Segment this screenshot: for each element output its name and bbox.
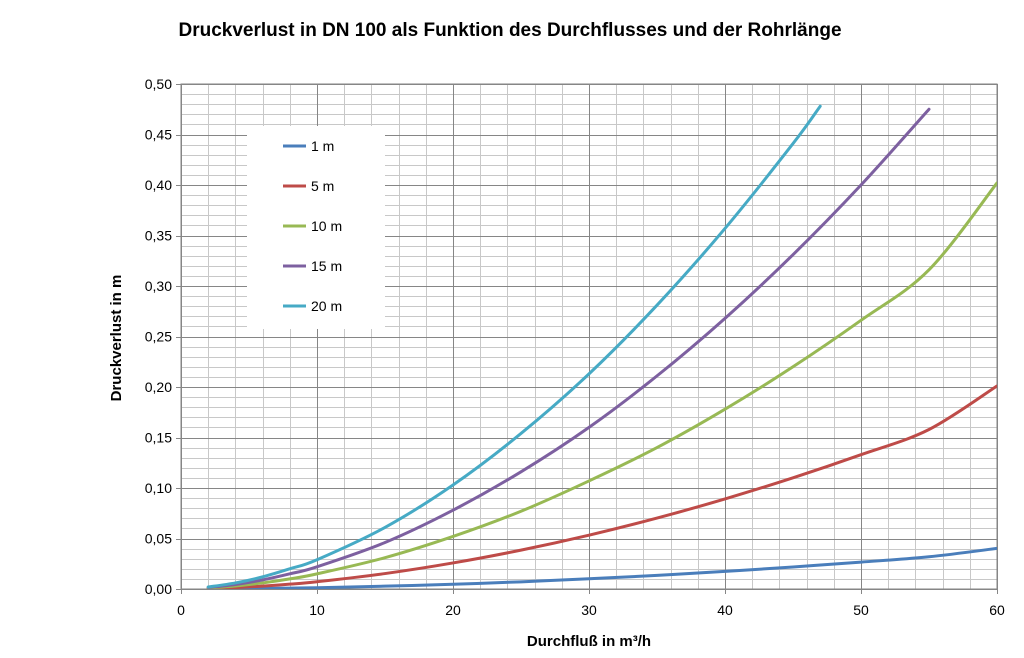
y-axis-title: Druckverlust in m (108, 275, 125, 402)
series-line (206, 104, 822, 589)
y-axis-ticks: 0,00 0,05 0,10 0,15 0,20 0,25 0,30 0,35 0,40 0,45… (145, 76, 181, 597)
series-line (206, 181, 997, 589)
x-tick-label: 10 (309, 602, 325, 618)
legend-label: 1 m (311, 138, 334, 154)
y-tick-label: 0,30 (145, 278, 172, 294)
series-line (206, 107, 931, 589)
y-tick-label: 0,25 (145, 329, 172, 345)
y-tick-label: 0,05 (145, 531, 172, 547)
y-tick-label: 0,15 (145, 430, 172, 446)
legend-label: 5 m (311, 178, 334, 194)
y-tick-label: 0,40 (145, 177, 172, 193)
legend-label: 15 m (311, 258, 342, 274)
legend: 1 m 5 m 10 m 15 m 20 m (247, 126, 385, 329)
x-axis-title: Durchfluß in m³/h (527, 633, 651, 650)
y-tick-label: 0,20 (145, 379, 172, 395)
chart-title: Druckverlust in DN 100 als Funktion des … (178, 20, 841, 41)
legend-label: 20 m (311, 298, 342, 314)
x-axis-ticks: 0 10 20 30 40 50 60 (177, 589, 1005, 618)
x-tick-label: 60 (989, 602, 1005, 618)
legend-label: 10 m (311, 218, 342, 234)
y-tick-label: 0,50 (145, 76, 172, 92)
x-tick-label: 30 (581, 602, 597, 618)
x-tick-label: 50 (853, 602, 869, 618)
series-line (206, 546, 997, 589)
legend-box (247, 126, 385, 329)
series-lines (206, 104, 997, 589)
x-tick-label: 40 (717, 602, 733, 618)
series-line (206, 384, 997, 589)
y-tick-label: 0,00 (145, 581, 172, 597)
y-tick-label: 0,10 (145, 480, 172, 496)
y-tick-label: 0,45 (145, 127, 172, 143)
x-tick-label: 20 (445, 602, 461, 618)
x-tick-label: 0 (177, 602, 185, 618)
y-tick-label: 0,35 (145, 228, 172, 244)
